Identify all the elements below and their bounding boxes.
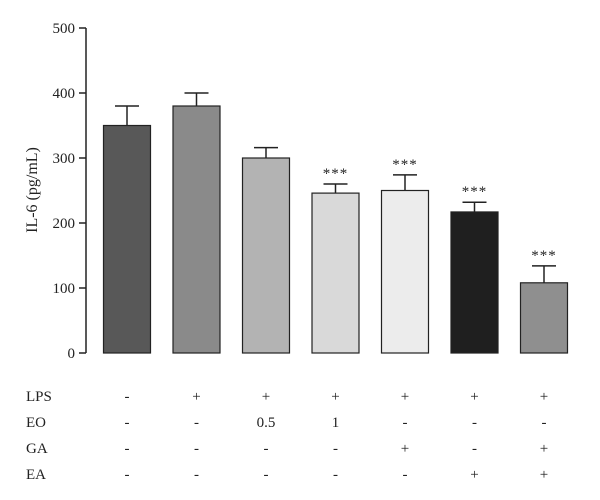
condition-cell: + bbox=[540, 389, 548, 405]
condition-cell: - bbox=[472, 415, 477, 431]
y-axis: 0 100 200 300 400 500 bbox=[53, 21, 87, 362]
condition-cell: - bbox=[194, 467, 199, 483]
condition-label: EO bbox=[26, 415, 46, 431]
bar bbox=[172, 105, 221, 354]
bar bbox=[241, 157, 291, 354]
condition-cell: - bbox=[403, 467, 408, 483]
y-axis-label: IL-6 (pg/mL) bbox=[24, 147, 41, 233]
bar-series: *** *** *** *** bbox=[102, 92, 569, 354]
condition-cell: - bbox=[472, 441, 477, 457]
bar bbox=[102, 124, 152, 354]
bar bbox=[450, 211, 499, 354]
condition-cell: - bbox=[333, 467, 338, 483]
condition-cell: + bbox=[540, 441, 548, 457]
y-tick-label: 100 bbox=[53, 281, 76, 297]
significance-label: *** bbox=[323, 166, 349, 182]
y-tick-label: 400 bbox=[53, 86, 76, 102]
condition-cell: + bbox=[470, 389, 478, 405]
bar bbox=[380, 189, 430, 354]
condition-cell: - bbox=[264, 467, 269, 483]
condition-cell: + bbox=[192, 389, 200, 405]
condition-cell: - bbox=[264, 441, 269, 457]
condition-cell: + bbox=[470, 467, 478, 483]
condition-cell: + bbox=[401, 389, 409, 405]
condition-cell: - bbox=[542, 415, 547, 431]
y-tick-label: 200 bbox=[53, 216, 76, 232]
condition-cell: 0.5 bbox=[257, 415, 276, 431]
condition-cell: - bbox=[333, 441, 338, 457]
condition-cell: - bbox=[125, 415, 130, 431]
condition-cell: + bbox=[401, 441, 409, 457]
condition-cell: - bbox=[194, 441, 199, 457]
condition-cell: - bbox=[125, 467, 130, 483]
significance-label: *** bbox=[392, 157, 418, 173]
condition-label: LPS bbox=[26, 389, 52, 405]
bar bbox=[519, 282, 569, 354]
condition-cell: + bbox=[540, 467, 548, 483]
condition-cell: - bbox=[125, 389, 130, 405]
condition-cell: + bbox=[262, 389, 270, 405]
condition-cell: - bbox=[403, 415, 408, 431]
conditions-table: LPS - + + + + + + EO - - 0.5 1 - - - GA - - - - + - + EA - - - - - + + bbox=[26, 389, 548, 483]
condition-cell: - bbox=[125, 441, 130, 457]
y-tick-label: 300 bbox=[53, 151, 76, 167]
condition-label: GA bbox=[26, 441, 48, 457]
condition-cell: + bbox=[331, 389, 339, 405]
condition-label: EA bbox=[26, 467, 46, 483]
significance-label: *** bbox=[462, 184, 488, 200]
condition-cell: - bbox=[194, 415, 199, 431]
bar bbox=[311, 192, 360, 354]
condition-cell: 1 bbox=[332, 415, 340, 431]
significance-label: *** bbox=[531, 248, 557, 264]
y-tick-label: 500 bbox=[53, 21, 76, 37]
y-tick-label: 0 bbox=[68, 346, 76, 362]
